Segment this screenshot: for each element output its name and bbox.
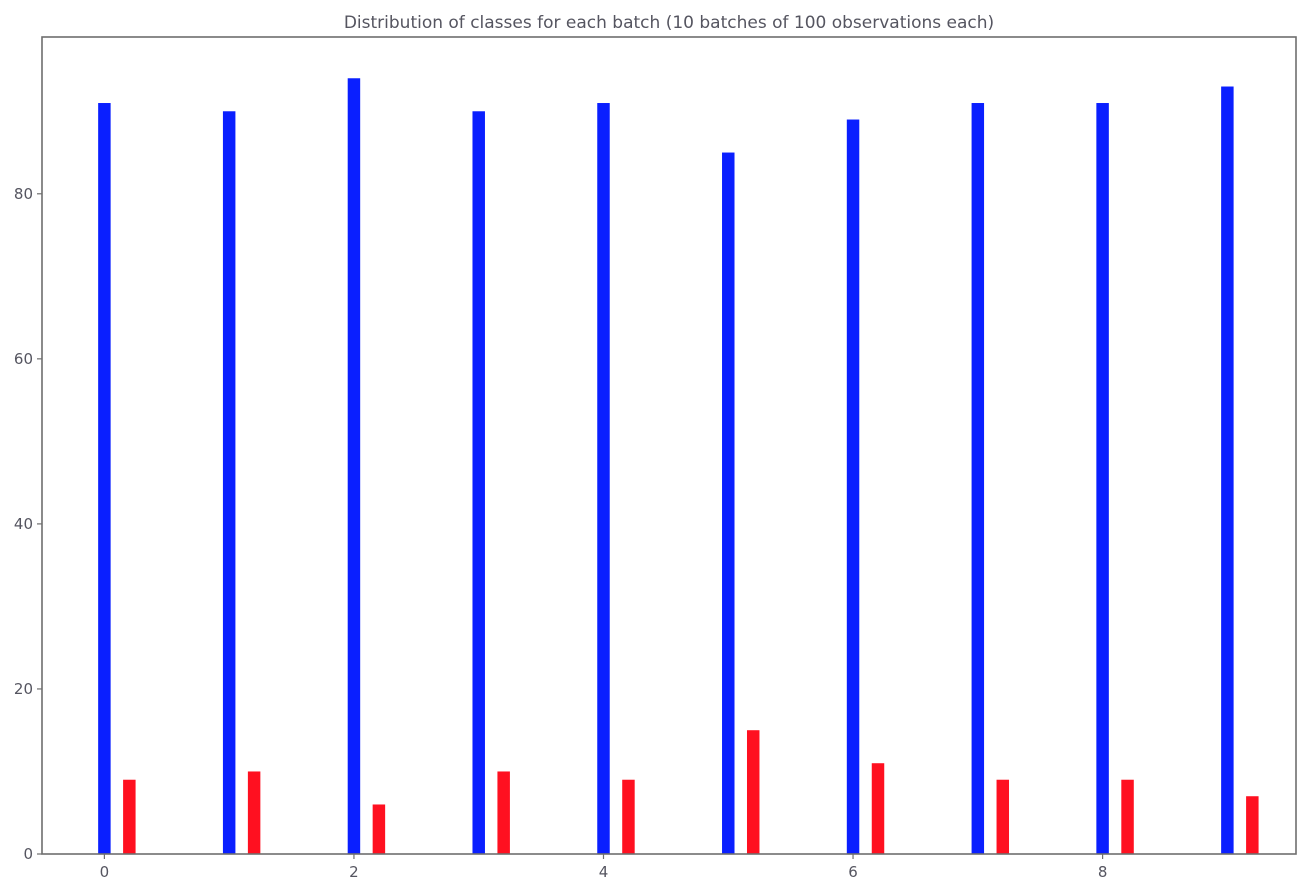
bar-series2-batch-6 (871, 763, 885, 854)
x-tick-label: 6 (848, 863, 858, 881)
bar-series2-batch-4 (622, 779, 635, 854)
bar-series2-batch-1 (247, 771, 261, 854)
x-tick-label: 4 (599, 863, 609, 881)
bar-series1-batch-0 (98, 103, 111, 854)
bar-series2-batch-3 (497, 771, 510, 854)
x-axis: 0 2 4 6 8 (100, 854, 1108, 881)
y-tick-label: 20 (14, 680, 33, 698)
bar-series1-batch-3 (472, 111, 485, 854)
plot-frame (41, 36, 1297, 855)
bar-series2-batch-5 (746, 730, 760, 854)
x-tick-label: 0 (100, 863, 110, 881)
y-tick-label: 40 (14, 515, 33, 533)
bars-layer (98, 78, 1259, 855)
y-tick-label: 0 (23, 845, 33, 863)
bar-series2-batch-9 (1246, 796, 1259, 854)
bar-series1-batch-1 (222, 111, 236, 854)
bar-series1-batch-2 (347, 78, 361, 854)
bar-series1-batch-6 (846, 119, 860, 854)
x-tick-label: 2 (349, 863, 359, 881)
bar-series1-batch-8 (1096, 103, 1109, 854)
bar-series2-batch-0 (123, 779, 136, 854)
y-tick-label: 80 (14, 185, 33, 203)
bar-series1-batch-4 (597, 103, 610, 854)
y-axis: 0 20 40 60 80 (14, 185, 42, 863)
bar-series2-batch-8 (1121, 779, 1134, 854)
bar-series2-batch-7 (996, 779, 1010, 854)
bar-series1-batch-5 (722, 152, 735, 855)
bar-series2-batch-2 (372, 804, 386, 854)
bar-series1-batch-9 (1221, 86, 1234, 854)
x-tick-label: 8 (1098, 863, 1108, 881)
bar-series1-batch-7 (971, 103, 985, 854)
chart-title: Distribution of classes for each batch (… (344, 13, 994, 33)
y-tick-label: 60 (14, 350, 33, 368)
